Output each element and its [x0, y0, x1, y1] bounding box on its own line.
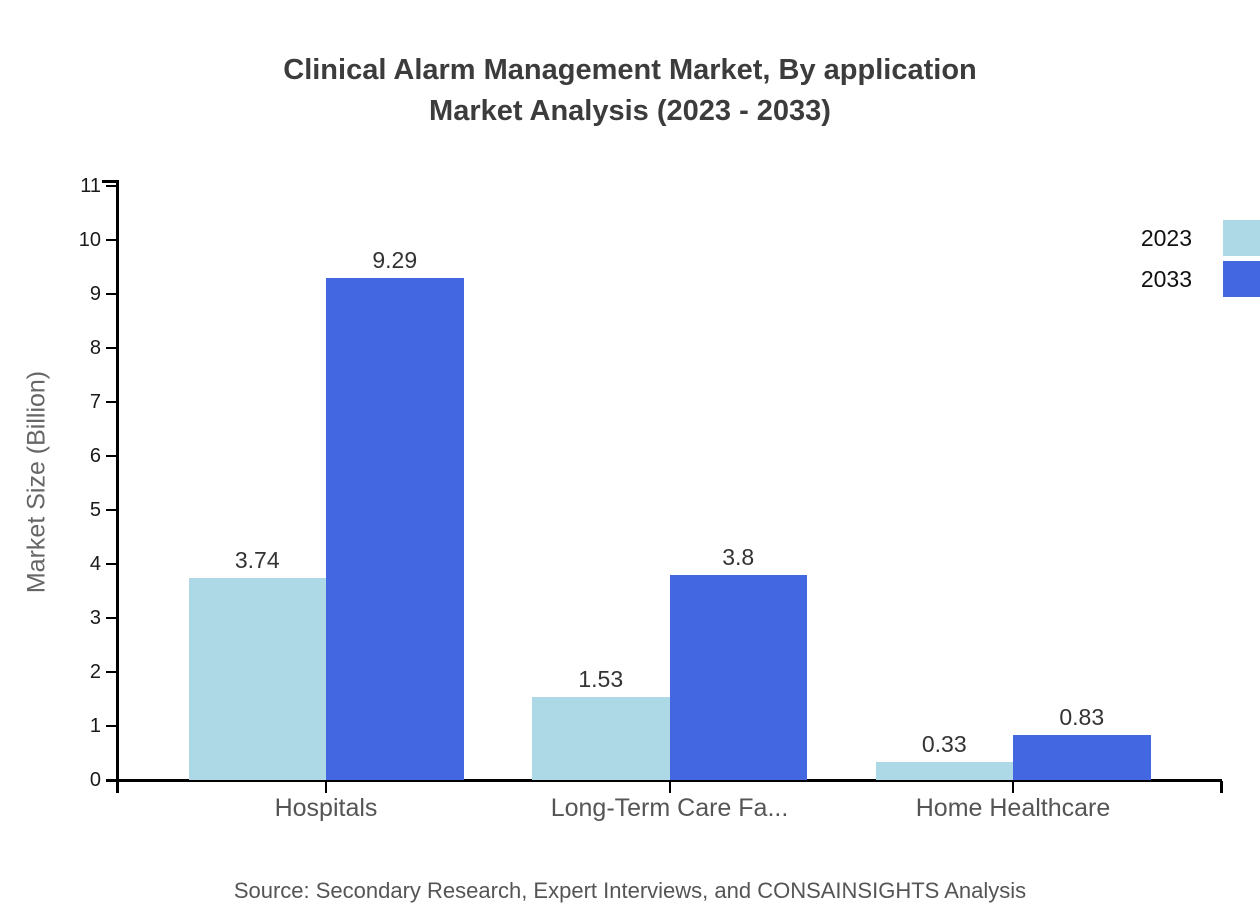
chart-title-line2: Market Analysis (2023 - 2033): [429, 95, 831, 127]
y-axis-tick-label: 5: [89, 499, 101, 521]
y-axis-tick: [106, 293, 117, 295]
legend-item: 2033: [1141, 261, 1260, 297]
y-axis-tick-label: 2: [89, 661, 101, 683]
y-axis-tick: [106, 239, 117, 241]
y-axis-tick-label: 9: [89, 283, 101, 305]
bar-value-label: 9.29: [372, 247, 418, 274]
y-axis-tick-label: 1: [89, 715, 101, 737]
legend-swatch-2033: [1223, 261, 1260, 297]
bar-value-label: 0.33: [921, 731, 967, 758]
chart-title: Clinical Alarm Management Market, By app…: [0, 50, 1260, 132]
y-axis-tick-label: 3: [89, 607, 101, 629]
bar-value-label: 3.74: [234, 547, 280, 574]
y-axis-tick: [106, 401, 117, 403]
bar-2023: [875, 762, 1013, 780]
y-axis-tick: [106, 455, 117, 457]
bar-2033: [326, 278, 464, 780]
x-axis-tick: [668, 781, 671, 793]
x-axis-tick: [1012, 781, 1014, 793]
y-axis-tick-label: 10: [78, 229, 101, 251]
y-axis-tick: [106, 563, 117, 565]
y-axis-tick: [106, 509, 117, 511]
bar-value-label: 3.8: [722, 543, 755, 570]
x-axis-end-tick: [1220, 781, 1223, 793]
bar-2033: [669, 574, 807, 780]
legend: 2023 2033: [1141, 220, 1260, 297]
y-axis-tick-label: 8: [89, 337, 101, 359]
bar-2033: [1013, 735, 1151, 780]
y-axis-tick: [106, 185, 117, 187]
x-axis-tick: [325, 781, 327, 793]
y-axis-tick-label: 11: [80, 175, 101, 197]
chart-title-line1: Clinical Alarm Management Market, By app…: [283, 54, 977, 86]
legend-item: 2023: [1141, 220, 1260, 256]
y-axis-tick: [106, 779, 117, 781]
y-axis-tick-label: 0: [89, 769, 101, 791]
y-axis-tick: [106, 725, 117, 727]
source-note: Source: Secondary Research, Expert Inter…: [233, 878, 1027, 903]
bar-2023: [188, 578, 326, 780]
y-axis-tick: [106, 671, 117, 673]
y-axis-tick-label: 7: [89, 391, 101, 413]
x-axis-category-label: Home Healthcare: [915, 794, 1111, 822]
x-axis-category-label: Long-Term Care Fa...: [550, 794, 789, 822]
y-axis-tick-label: 4: [89, 553, 101, 575]
legend-item-label: 2033: [1140, 265, 1192, 292]
y-axis-tick: [106, 347, 117, 349]
legend-item-label: 2023: [1140, 224, 1192, 251]
bar-value-label: 0.83: [1059, 704, 1105, 731]
y-axis-line: [116, 180, 119, 793]
x-axis-line: [106, 779, 1222, 782]
y-axis-tick-label: 6: [89, 445, 101, 467]
legend-swatch-2023: [1223, 220, 1260, 256]
bar-value-label: 1.53: [578, 666, 624, 693]
y-axis-end-tick: [102, 180, 117, 183]
y-axis-tick: [106, 617, 117, 619]
bar-2023: [532, 697, 670, 780]
x-axis-category-label: Hospitals: [274, 794, 378, 822]
